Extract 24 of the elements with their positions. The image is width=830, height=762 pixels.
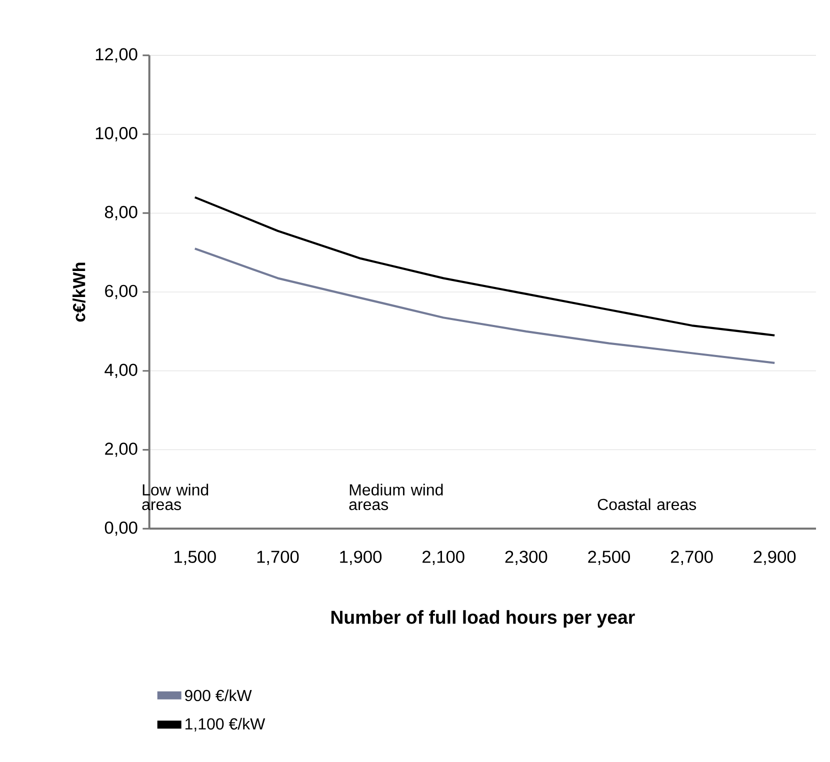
y-axis-title: c€/kWh [72, 262, 86, 322]
legend-label: 1,100 €/kW [185, 718, 266, 732]
y-tick-label: 10,00 [96, 127, 138, 142]
y-tick-label: 2,00 [105, 442, 138, 457]
x-tick-label: 2,700 [670, 550, 713, 566]
line-series [194, 248, 776, 364]
x-axis-title: Number of full load hours per year [331, 610, 635, 628]
line-series [194, 196, 776, 336]
y-tick-label: 4,00 [104, 364, 138, 378]
y-tick-label: 8,00 [104, 206, 138, 220]
y-tick-label: 6,00 [105, 284, 138, 300]
x-tick-label: 2,500 [588, 550, 630, 566]
x-tick-label: 2,900 [754, 550, 796, 566]
x-tick-label: 2,300 [505, 550, 548, 566]
annotation: Low wind areas [142, 484, 208, 510]
x-tick-label: 2,100 [422, 550, 464, 566]
y-tick-label: 12,00 [96, 48, 138, 62]
y-tick-label: 0,00 [104, 521, 138, 536]
annotation: Coastal areas [598, 498, 696, 510]
x-tick-label: 1,700 [257, 550, 299, 566]
annotation: Medium wind areas [349, 484, 443, 510]
legend-label: 900 €/kW [185, 689, 252, 702]
x-tick-label: 1,500 [174, 550, 216, 566]
x-tick-label: 1,900 [340, 550, 382, 566]
